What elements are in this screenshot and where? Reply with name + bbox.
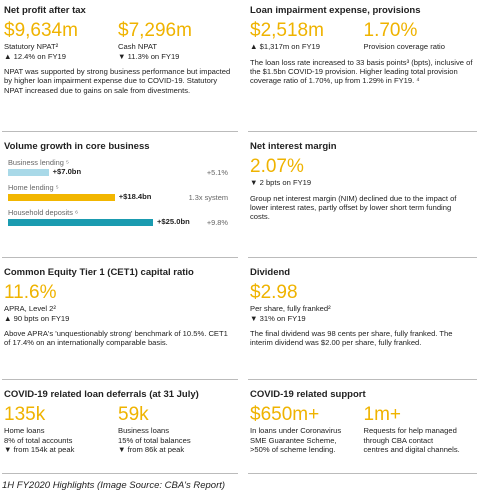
panel: Dividend $2.98 Per share, fully franked² ▼ … <box>248 262 477 380</box>
panel: Net profit after tax $9,634m Statutory NPA… <box>2 0 238 132</box>
metric-value: 1m+ <box>363 404 402 425</box>
metric-line: Statutory NPAT² <box>4 42 59 51</box>
metrics: $2,518m ▲ $1,317m on FY19 1.70% Provision c… <box>250 20 477 52</box>
metric: 1.70% Provision coverage ratio <box>364 20 478 52</box>
panel-title: Net interest margin <box>250 141 337 152</box>
bar-list: Business lending ⁵ +$7.0bn +5.1% Home lendi… <box>4 158 238 238</box>
metric-line: through CBA contact <box>363 435 434 445</box>
metrics: 11.6% APRA, Level 2² ▲ 90 bpts on FY19 <box>4 282 238 323</box>
metric: $9,634m Statutory NPAT² ▲ 12.4% on FY19 <box>4 20 118 61</box>
metric-line: Business loans <box>118 426 170 435</box>
panel-text: The loan loss rate increased to 33 basis… <box>250 57 473 86</box>
metric-value: $2,518m <box>250 20 324 41</box>
metrics: $650m+ In loans under Coronavirus SME Guar… <box>250 404 477 455</box>
metric-line: SME Guarantee Scheme, <box>250 435 337 445</box>
metric-line: ▲ 12.4% on FY19 <box>4 51 66 61</box>
metric-line: ▼ 31% on FY19 <box>250 313 306 323</box>
metric-line: Per share, fully franked² <box>250 304 331 313</box>
panel: Volume growth in core business Business l… <box>2 136 238 258</box>
metric-line: Home loans <box>4 426 45 435</box>
bar <box>8 169 49 176</box>
panel-text: Above APRA's 'unquestionably strong' ben… <box>4 329 228 348</box>
metric-line: Cash NPAT <box>118 42 157 51</box>
panel-text: The final dividend was 98 cents per shar… <box>250 329 453 348</box>
metric-line: 8% of total accounts <box>4 435 73 445</box>
metric-line: APRA, Level 2² <box>4 304 56 313</box>
metric-line: In loans under Coronavirus <box>250 426 342 435</box>
metric-line: >50% of scheme lending. <box>250 445 336 454</box>
metric: $7,296m Cash NPAT ▼ 11.3% on FY19 <box>118 20 232 61</box>
metric: $2,518m ▲ $1,317m on FY19 <box>250 20 364 52</box>
metric-line: Requests for help managed <box>363 426 457 435</box>
bar <box>8 194 115 201</box>
bar-name: Business lending ⁵ <box>8 158 69 167</box>
metric-line: ▲ 90 bpts on FY19 <box>4 313 70 323</box>
bar-note: 1.3x system <box>188 193 228 202</box>
metric-value: 2.07% <box>250 156 304 177</box>
metric-line: Provision coverage ratio <box>363 42 445 51</box>
metric: 59k Business loans 15% of total balances ▼ … <box>118 404 232 455</box>
metric: 2.07% ▼ 2 bpts on FY19 <box>250 156 364 188</box>
panel-title: Common Equity Tier 1 (CET1) capital rati… <box>4 267 194 278</box>
metrics: $9,634m Statutory NPAT² ▲ 12.4% on FY19 $7,… <box>4 20 238 61</box>
metric-line: ▼ 11.3% on FY19 <box>118 51 180 61</box>
metrics: 2.07% ▼ 2 bpts on FY19 <box>250 156 477 188</box>
metric-value: $9,634m <box>4 20 78 41</box>
metric-value: 59k <box>118 404 149 425</box>
metric-line: ▼ 2 bpts on FY19 <box>250 178 312 187</box>
panel: Loan impairment expense, provisions $2,51… <box>248 0 477 132</box>
bar-value: +$18.4bn <box>118 192 152 201</box>
metric-line: ▼ from 154k at peak <box>4 445 75 454</box>
panel-title: Loan impairment expense, provisions <box>250 5 421 16</box>
metrics: $2.98 Per share, fully franked² ▼ 31% on F… <box>250 282 477 323</box>
metric-value: 1.70% <box>363 20 418 41</box>
bar-note: +5.1% <box>206 168 228 177</box>
panel-text: Group net interest margin (NIM) declined… <box>250 193 457 222</box>
bar-name: Household deposits ⁶ <box>8 208 79 217</box>
bar-value: +$25.0bn <box>157 217 190 226</box>
metric-value: 11.6% <box>4 282 57 303</box>
bar <box>8 219 153 226</box>
metric-value: $650m+ <box>250 404 320 425</box>
metric-line: ▲ $1,317m on FY19 <box>250 42 320 51</box>
panel-title: COVID-19 related support <box>250 389 366 400</box>
panel: COVID-19 related loan deferrals (at 31 J… <box>2 384 238 474</box>
caption: 1H FY2020 Highlights (Image Source: CBA'… <box>2 480 226 491</box>
bar-note: +9.8% <box>206 218 228 227</box>
bar-value: +$7.0bn <box>52 167 82 176</box>
metric-value: $7,296m <box>118 20 192 41</box>
panel-title: Volume growth in core business <box>4 141 150 152</box>
metric-value: $2.98 <box>250 282 298 303</box>
metric-line: ▼ from 86k at peak <box>118 445 185 454</box>
panel-title: Net profit after tax <box>4 5 86 16</box>
panel-title: COVID-19 related loan deferrals (at 31 J… <box>4 389 199 400</box>
panel: Common Equity Tier 1 (CET1) capital rati… <box>2 262 238 380</box>
metric: 11.6% APRA, Level 2² ▲ 90 bpts on FY19 <box>4 282 118 323</box>
panel: Net interest margin 2.07% ▼ 2 bpts on FY19… <box>248 136 477 258</box>
panel-text: NPAT was supported by strong business pe… <box>4 67 231 95</box>
metric-line: 15% of total balances <box>118 435 191 445</box>
panel-title: Dividend <box>250 267 291 278</box>
metric-line: centres and digital channels. <box>363 445 460 454</box>
metric-value: 135k <box>4 404 46 425</box>
metric: 1m+ Requests for help managed through CBA … <box>364 404 478 455</box>
panel: COVID-19 related support $650m+ In loans u… <box>248 384 477 474</box>
metric: 135k Home loans 8% of total accounts ▼ from… <box>4 404 118 455</box>
metric: $2.98 Per share, fully franked² ▼ 31% on F… <box>250 282 364 323</box>
metric: $650m+ In loans under Coronavirus SME Guar… <box>250 404 364 455</box>
bar-name: Home lending ⁵ <box>8 183 59 192</box>
metrics: 135k Home loans 8% of total accounts ▼ from… <box>4 404 238 455</box>
